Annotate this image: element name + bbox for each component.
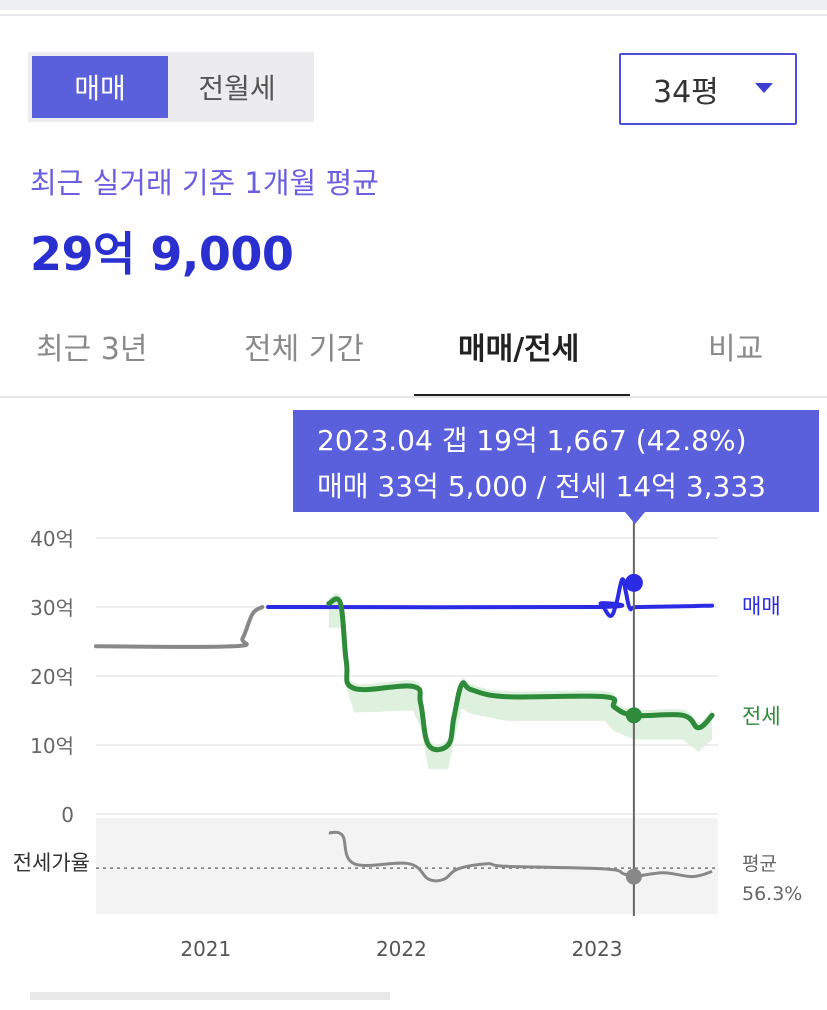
tabs-divider: [0, 396, 827, 398]
cut-off-text: [30, 992, 390, 1000]
jeonse-hover-point: [625, 707, 642, 724]
sale-series-label: 매매: [742, 595, 781, 619]
tooltip-gap-line: 2023.04 갭 19억 1,667 (42.8%): [317, 424, 747, 457]
y-tick-label: 40억: [30, 527, 74, 551]
top-strip: [0, 0, 827, 10]
size-select-value: 34평: [653, 75, 719, 110]
jeonse-series-label: 전세: [742, 704, 781, 728]
deal-type-toggle: 매매 전월세: [28, 52, 314, 122]
tab-compare[interactable]: 비교: [708, 332, 764, 367]
period-tabs: 최근 3년 전체 기간 매매/전세 비교: [0, 312, 827, 398]
x-tick-label: 2021: [180, 937, 231, 961]
tab-sale-jeonse[interactable]: 매매/전세: [458, 332, 580, 367]
sale-toggle-button[interactable]: 매매: [32, 56, 168, 118]
ratio-hover-point: [625, 868, 642, 885]
ratio-line: [328, 830, 713, 883]
sale-price-line: [266, 577, 715, 618]
chart-tooltip: 2023.04 갭 19억 1,667 (42.8%) 매매 33억 5,000…: [293, 410, 819, 512]
tooltip-price-line: 매매 33억 5,000 / 전세 14억 3,333: [317, 470, 766, 503]
y-tick-label: 0: [61, 803, 74, 827]
tab-all-period[interactable]: 전체 기간: [244, 332, 364, 367]
lease-toggle-button[interactable]: 전월세: [198, 72, 276, 105]
price-basis-label: 최근 실거래 기준 1개월 평균: [30, 166, 379, 200]
y-tick-label: 10억: [30, 734, 74, 758]
sale-hover-point: [624, 573, 643, 592]
tab-recent-3y[interactable]: 최근 3년: [36, 332, 148, 367]
top-divider: [0, 14, 827, 16]
chevron-down-icon: [755, 83, 773, 93]
history-price-line: [94, 605, 265, 649]
average-price: 29억 9,000: [30, 227, 294, 281]
x-tick-label: 2022: [376, 937, 427, 961]
jeonse-range-band: [328, 593, 713, 770]
ratio-panel-label: 전세가율: [13, 851, 90, 875]
ratio-panel-background: [96, 818, 718, 914]
y-tick-label: 20억: [30, 665, 74, 689]
size-select[interactable]: 34평: [619, 53, 797, 125]
x-tick-label: 2023: [572, 937, 623, 961]
ratio-average-value: 56.3%: [742, 883, 802, 905]
ratio-average-label: 평균: [742, 853, 777, 875]
y-tick-label: 30억: [30, 596, 74, 620]
tooltip-arrow: [625, 512, 645, 524]
